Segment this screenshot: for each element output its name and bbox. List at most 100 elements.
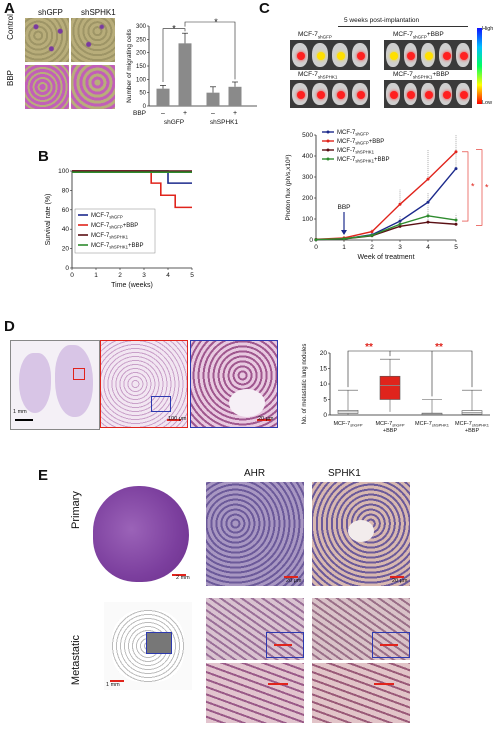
y-axis-label: Survival rate (%) (45, 194, 52, 246)
mouse (403, 83, 418, 105)
y-tick-label: 300 (136, 24, 147, 30)
data-point (454, 150, 458, 154)
mouse (403, 43, 418, 67)
bioluminescence-signal (337, 52, 345, 60)
x-tick-label: 3 (142, 272, 146, 279)
mouse-imaging-panel (384, 40, 472, 70)
bioluminescence-signal (424, 91, 433, 99)
bbp-sign: + (233, 110, 237, 117)
y-tick-label: 100 (136, 77, 147, 83)
sig-star: ** (435, 342, 443, 353)
category-label: MCF-7shSPHK1 (415, 421, 449, 427)
micrograph-bbp-shgfp (25, 65, 69, 109)
x-tick-label: 2 (370, 244, 374, 251)
mouse (352, 83, 368, 105)
col-label-ahr: AHR (244, 468, 266, 479)
metastatic-sphk1-ihc-zoom (312, 663, 410, 723)
legend-box (74, 208, 156, 254)
bioluminescence-signal (424, 52, 433, 60)
x-tick-label: 1 (342, 244, 346, 251)
sig-bracket (476, 149, 483, 226)
panel-label-e: E (38, 467, 49, 484)
data-point (370, 230, 374, 234)
mouse (438, 43, 453, 67)
sig-bracket (162, 28, 186, 82)
row-label-primary: Primary (70, 491, 82, 529)
bar (206, 92, 220, 106)
data-point (454, 167, 458, 171)
metastatic-sphk1-ihc (312, 598, 410, 660)
y-axis-label: Number of migrating cells (126, 28, 133, 102)
luminescence-colorbar (477, 28, 482, 104)
legend-marker (326, 130, 330, 134)
data-point (342, 237, 346, 241)
mouse (421, 83, 435, 105)
bioluminescence-signal (407, 52, 416, 60)
legend-marker (326, 139, 330, 143)
y-tick-label: 0 (323, 412, 327, 419)
sig-bracket (462, 151, 469, 222)
bbp-sign: – (161, 110, 165, 117)
y-tick-label: 100 (58, 168, 69, 175)
y-tick-label: 10 (320, 381, 328, 388)
y-tick-label: 500 (302, 132, 313, 139)
y-tick-label: 50 (139, 91, 146, 97)
sig-bracket (390, 350, 473, 388)
bioluminescence-signal (337, 91, 345, 99)
bioluminescence-signal (442, 52, 451, 60)
y-tick-label: 80 (62, 187, 70, 194)
y-tick-label: 150 (136, 64, 147, 70)
x-tick-label: 4 (166, 272, 170, 279)
data-point (426, 200, 430, 204)
y-tick-label: 5 (323, 397, 327, 404)
mouse (332, 83, 348, 105)
data-point (398, 219, 402, 223)
metastatic-ahr-ihc (206, 598, 304, 660)
primary-tumor-overview (88, 482, 194, 586)
lung-section-zoom-1 (100, 340, 188, 428)
bioluminescence-signal (317, 52, 325, 60)
bbp-annotation: BBP (337, 204, 350, 211)
y-tick-label: 0 (143, 104, 147, 110)
sig-star: * (485, 183, 489, 193)
panel-label-c: C (259, 0, 270, 17)
bar (178, 43, 192, 106)
chart-d-lung-nodules: 0 5 10 15 20 No. of metastatic lung nodules MC… (302, 342, 490, 434)
legend-label: MCF-7shGFP+BBP (91, 223, 138, 230)
y-tick-label: 0 (65, 265, 69, 272)
scale-bar-primary-ahr: 20 μm (286, 578, 302, 584)
mouse-group-label: MCF-7shGFP+BBP (393, 31, 444, 40)
micrograph-control-shgfp (25, 18, 69, 62)
chart-b-survival: 0 20 40 60 80 100 0 1 2 3 4 5 Time (weeks) Survival r… (45, 168, 194, 289)
scale-bar-primary-overview: 2 mm (176, 575, 190, 581)
mouse (292, 83, 308, 105)
y-tick-label: 60 (62, 207, 70, 214)
x-axis-label: Time (weeks) (111, 282, 153, 289)
y-tick-label: 15 (320, 366, 328, 373)
category-suffix: +BBP (465, 428, 480, 434)
mouse (456, 43, 470, 67)
mouse (386, 83, 400, 105)
y-tick-label: 100 (302, 216, 313, 223)
y-tick-label: 40 (62, 226, 70, 233)
category-label: MCF-7shGFP (375, 421, 404, 427)
legend-label: MCF-7shGFP+BBP (337, 139, 384, 146)
col-label-shsphk1: shSPHK1 (81, 8, 116, 17)
row-label-bbp: BBP (6, 70, 15, 87)
bioluminescence-signal (442, 91, 451, 99)
y-tick-label: 200 (136, 51, 147, 57)
y-tick-label: 200 (302, 195, 313, 202)
mouse (421, 43, 435, 67)
scale-bar-lung-overview: 1 mm (13, 409, 27, 415)
x-axis-label: Week of treatment (357, 254, 414, 261)
row-label-control: Control (6, 14, 15, 40)
box (379, 375, 401, 400)
colorbar-high-label: High (482, 26, 494, 32)
legend-label: MCF-7shGFP (337, 130, 369, 137)
y-axis-label: No. of metastatic lung nodules (302, 344, 308, 425)
chart-c-photon-flux: 0 100 200 300 400 500 0 1 2 3 4 5 Week of treatment P… (285, 130, 489, 261)
x-tick-label: 1 (94, 272, 98, 279)
colorbar-low-label: Low (482, 100, 493, 106)
metastatic-ahr-ihc-zoom (206, 663, 304, 723)
col-label-sphk1: SPHK1 (328, 468, 361, 479)
